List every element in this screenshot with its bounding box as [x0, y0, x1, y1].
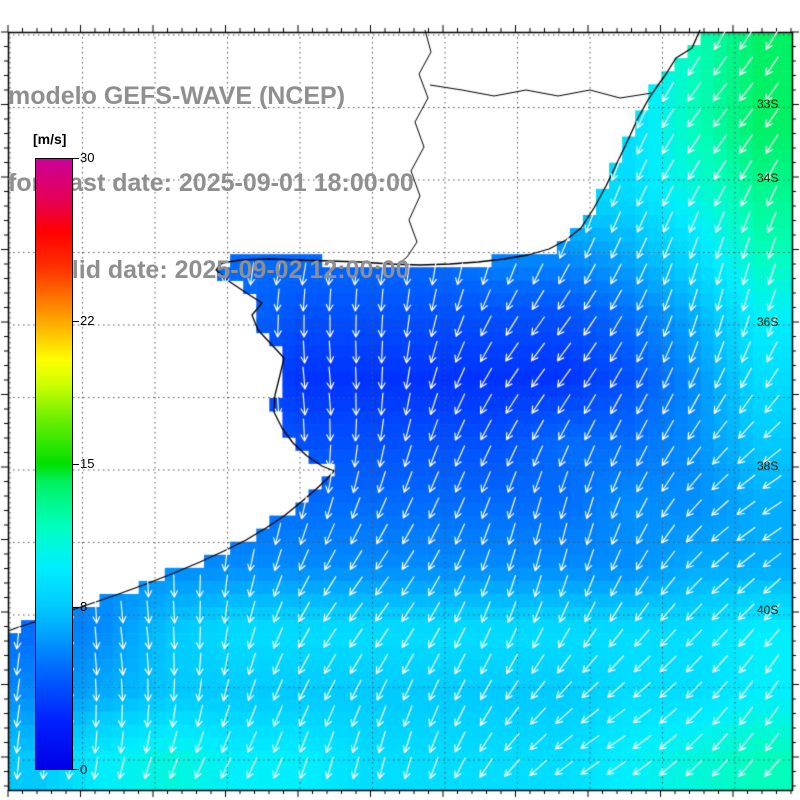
- lat-label: 36S: [757, 315, 779, 329]
- model-title: modelo GEFS-WAVE (NCEP): [8, 82, 346, 110]
- colorbar-tick-label: 15: [80, 456, 95, 471]
- lat-label: 33S: [757, 97, 779, 111]
- colorbar-tick-mark: [73, 464, 79, 465]
- colorbar-tick-mark: [73, 321, 79, 323]
- colorbar-gradient: [35, 158, 73, 770]
- colorbar-tick-mark: [73, 606, 79, 608]
- colorbar-tick-mark: [73, 769, 79, 770]
- colorbar-tick-mark: [73, 158, 79, 159]
- colorbar-tick-label: 22: [80, 313, 95, 329]
- colorbar-tick-label: 8: [80, 598, 88, 614]
- lat-label: 38S: [757, 459, 779, 473]
- lat-label: 34S: [757, 171, 779, 185]
- colorbar-tick-label: 0: [80, 762, 88, 777]
- colorbar-unit-label: [m/s]: [33, 131, 67, 147]
- lat-label: 40S: [757, 603, 779, 617]
- colorbar-tick-label: 30: [80, 150, 95, 165]
